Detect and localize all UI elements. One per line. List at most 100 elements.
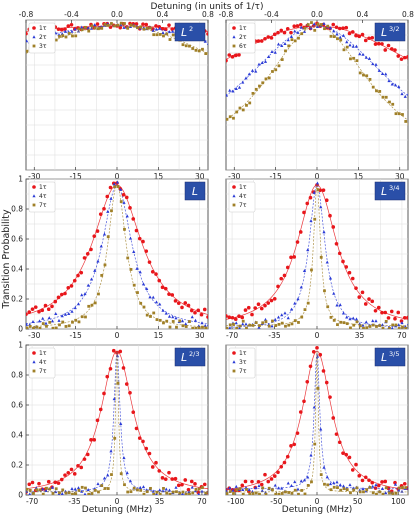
data-point: [168, 38, 172, 41]
data-point: [165, 32, 169, 36]
data-point: [406, 92, 408, 96]
data-point: [254, 87, 258, 91]
data-point: [363, 302, 368, 306]
panel-5: -70 -35 0 35 70 0 0.2 0.4 0.6 0.8 1 1τ 4τ 7τ L 2/3: [11, 341, 209, 506]
data-point: [171, 490, 175, 494]
data-point: [226, 326, 229, 329]
data-point: [163, 477, 168, 481]
y-tick-label: 0: [18, 491, 23, 500]
data-point: [397, 488, 401, 492]
legend-marker: [232, 26, 236, 30]
data-point: [389, 309, 394, 314]
data-point: [90, 24, 94, 28]
data-point: [144, 446, 149, 451]
data-point: [26, 487, 29, 491]
data-point: [386, 43, 391, 48]
data-point: [167, 23, 171, 27]
x-tick-label: 0: [315, 497, 320, 506]
data-point: [123, 227, 126, 231]
data-point: [399, 57, 404, 61]
series-1τ: [26, 181, 208, 319]
data-point: [51, 326, 55, 329]
series-1τ: [226, 183, 408, 323]
data-point: [329, 315, 333, 319]
data-point: [257, 325, 261, 329]
data-point: [313, 28, 317, 32]
data-point: [312, 405, 316, 409]
data-point: [352, 323, 356, 327]
data-point: [175, 325, 178, 329]
data-point: [66, 285, 71, 290]
data-point: [258, 324, 261, 327]
data-point: [202, 307, 207, 312]
data-point: [336, 486, 339, 490]
badge-label: L: [381, 351, 387, 364]
data-point: [116, 185, 120, 188]
series-1τ: [226, 346, 408, 494]
data-point: [283, 311, 287, 315]
data-point: [132, 24, 136, 28]
data-point: [355, 320, 359, 324]
data-point: [108, 366, 113, 371]
data-point: [371, 484, 375, 488]
data-point: [171, 29, 175, 33]
data-point: [122, 456, 126, 460]
data-point: [77, 320, 81, 324]
data-point: [302, 478, 307, 482]
data-point: [296, 297, 300, 301]
data-point: [167, 292, 171, 296]
data-point: [231, 488, 235, 492]
data-point: [232, 116, 235, 120]
data-point: [296, 487, 300, 491]
data-point: [253, 306, 258, 310]
legend-marker: [232, 35, 236, 39]
legend-marker: [232, 369, 236, 373]
data-point: [259, 39, 264, 43]
data-point: [350, 468, 355, 472]
data-point: [297, 321, 300, 324]
data-point: [181, 490, 185, 494]
data-point: [125, 471, 129, 475]
data-point: [360, 290, 365, 295]
legend-label: 2τ: [239, 34, 247, 41]
data-point: [61, 34, 65, 38]
data-point: [401, 113, 404, 116]
panel-badge: L: [184, 181, 206, 201]
data-point: [241, 319, 245, 323]
data-point: [50, 319, 55, 323]
data-point: [407, 492, 408, 495]
data-point: [245, 488, 248, 491]
data-point: [204, 326, 208, 329]
data-point: [365, 326, 369, 329]
data-point: [79, 465, 84, 470]
data-point: [384, 95, 388, 99]
data-point: [170, 27, 175, 31]
data-point: [41, 492, 45, 495]
data-point: [337, 26, 342, 31]
legend-label: 1τ: [39, 25, 47, 32]
x-tick-label: -15: [270, 172, 282, 181]
data-point: [284, 324, 287, 328]
data-point: [361, 487, 365, 491]
legend-box: [28, 181, 56, 213]
data-point: [328, 482, 333, 486]
data-point: [344, 25, 349, 30]
data-point: [63, 27, 67, 31]
data-point: [77, 27, 81, 31]
data-point: [271, 319, 274, 323]
x-axis-label-left: Detuning (MHz): [82, 505, 152, 515]
data-point: [383, 310, 388, 315]
top-x-tick-label: 0.4: [157, 10, 169, 19]
data-point: [286, 38, 290, 42]
data-point: [175, 490, 178, 494]
data-point: [54, 487, 58, 491]
legend-box: [28, 347, 56, 379]
data-point: [190, 485, 194, 489]
data-point: [316, 22, 320, 26]
legend-marker: [32, 44, 36, 48]
data-point: [90, 303, 94, 307]
data-point: [335, 32, 339, 36]
data-point: [287, 44, 291, 48]
data-point: [110, 22, 113, 25]
data-point: [60, 491, 64, 495]
